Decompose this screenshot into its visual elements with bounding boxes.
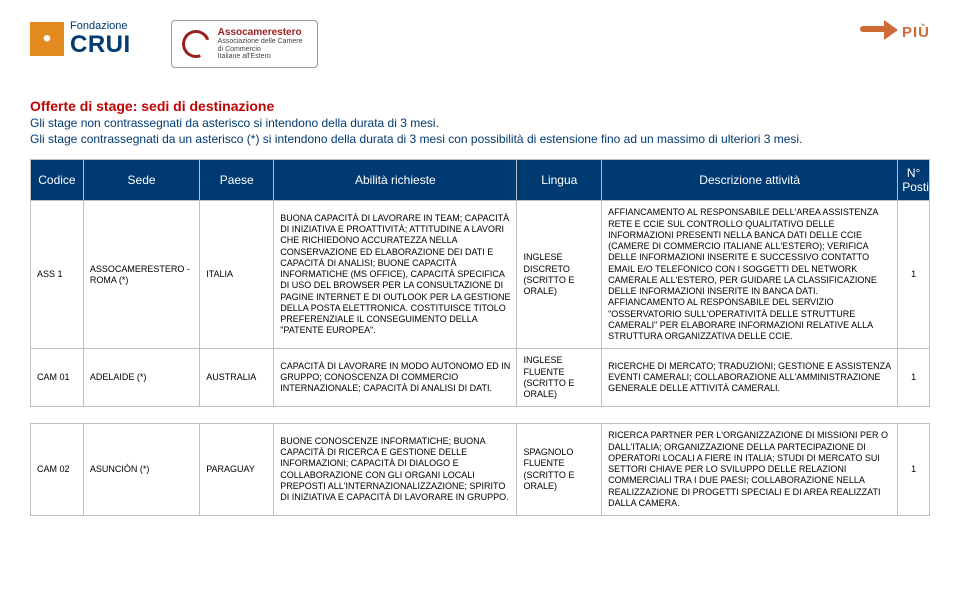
- table-header-row: Codice Sede Paese Abilità richieste Ling…: [31, 160, 930, 201]
- th-n: N° Posti: [898, 160, 930, 201]
- th-abilita: Abilità richieste: [274, 160, 517, 201]
- crui-big: CRUI: [70, 32, 131, 58]
- th-descrizione: Descrizione attività: [602, 160, 898, 201]
- cell-sede: ASUNCIÓN (*): [83, 424, 199, 516]
- intro-line2: Gli stage contrassegnati da un asterisco…: [30, 132, 930, 148]
- th-codice: Codice: [31, 160, 84, 201]
- asso-sub1: Associazione delle Camere: [218, 38, 303, 46]
- cell-codice: CAM 02: [31, 424, 84, 516]
- asso-ring-icon: [177, 25, 214, 62]
- cell-n: 1: [898, 349, 930, 407]
- table-row: CAM 02 ASUNCIÓN (*) PARAGUAY BUONE CONOS…: [31, 424, 930, 516]
- crui-icon: [30, 22, 64, 56]
- asso-sub2: di Commercio: [218, 46, 303, 54]
- arrow-icon: [860, 20, 898, 44]
- cell-paese: ITALIA: [200, 201, 274, 349]
- logo-assocamerestero: Assocamerestero Associazione delle Camer…: [171, 20, 318, 68]
- asso-title: Assocamerestero: [218, 27, 303, 38]
- cell-descrizione: RICERCA PARTNER PER L'ORGANIZZAZIONE DI …: [602, 424, 898, 516]
- intro-title: Offerte di stage: sedi di destinazione: [30, 98, 930, 114]
- cell-descrizione: RICERCHE DI MERCATO; TRADUZIONI; GESTION…: [602, 349, 898, 407]
- cell-n: 1: [898, 424, 930, 516]
- logo-crui: Fondazione CRUI: [30, 20, 131, 58]
- table-row: CAM 01 ADELAIDE (*) AUSTRALIA CAPACITÀ D…: [31, 349, 930, 407]
- offerings-table: Codice Sede Paese Abilità richieste Ling…: [30, 159, 930, 516]
- th-lingua: Lingua: [517, 160, 602, 201]
- cell-sede: ASSOCAMERESTERO - ROMA (*): [83, 201, 199, 349]
- asso-sub3: Italiane all'Estero: [218, 53, 303, 61]
- table-row: ASS 1 ASSOCAMERESTERO - ROMA (*) ITALIA …: [31, 201, 930, 349]
- logo-header: Fondazione CRUI Assocamerestero Associaz…: [30, 20, 930, 68]
- cell-lingua: SPAGNOLO FLUENTE (SCRITTO E ORALE): [517, 424, 602, 516]
- cell-abilita: BUONA CAPACITÀ DI LAVORARE IN TEAM; CAPA…: [274, 201, 517, 349]
- piu-text: PIÙ: [902, 24, 930, 41]
- cell-paese: AUSTRALIA: [200, 349, 274, 407]
- th-paese: Paese: [200, 160, 274, 201]
- table-spacer: [31, 407, 930, 424]
- cell-lingua: INGLESE FLUENTE (SCRITTO E ORALE): [517, 349, 602, 407]
- cell-paese: PARAGUAY: [200, 424, 274, 516]
- logo-piu: PIÙ: [860, 20, 930, 44]
- cell-descrizione: AFFIANCAMENTO AL RESPONSABILE DELL'AREA …: [602, 201, 898, 349]
- cell-abilita: CAPACITÀ DI LAVORARE IN MODO AUTONOMO ED…: [274, 349, 517, 407]
- th-sede: Sede: [83, 160, 199, 201]
- cell-n: 1: [898, 201, 930, 349]
- intro-line1: Gli stage non contrassegnati da asterisc…: [30, 116, 930, 132]
- cell-lingua: INGLESE DISCRETO (SCRITTO E ORALE): [517, 201, 602, 349]
- cell-abilita: BUONE CONOSCENZE INFORMATICHE; BUONA CAP…: [274, 424, 517, 516]
- cell-sede: ADELAIDE (*): [83, 349, 199, 407]
- cell-codice: CAM 01: [31, 349, 84, 407]
- cell-codice: ASS 1: [31, 201, 84, 349]
